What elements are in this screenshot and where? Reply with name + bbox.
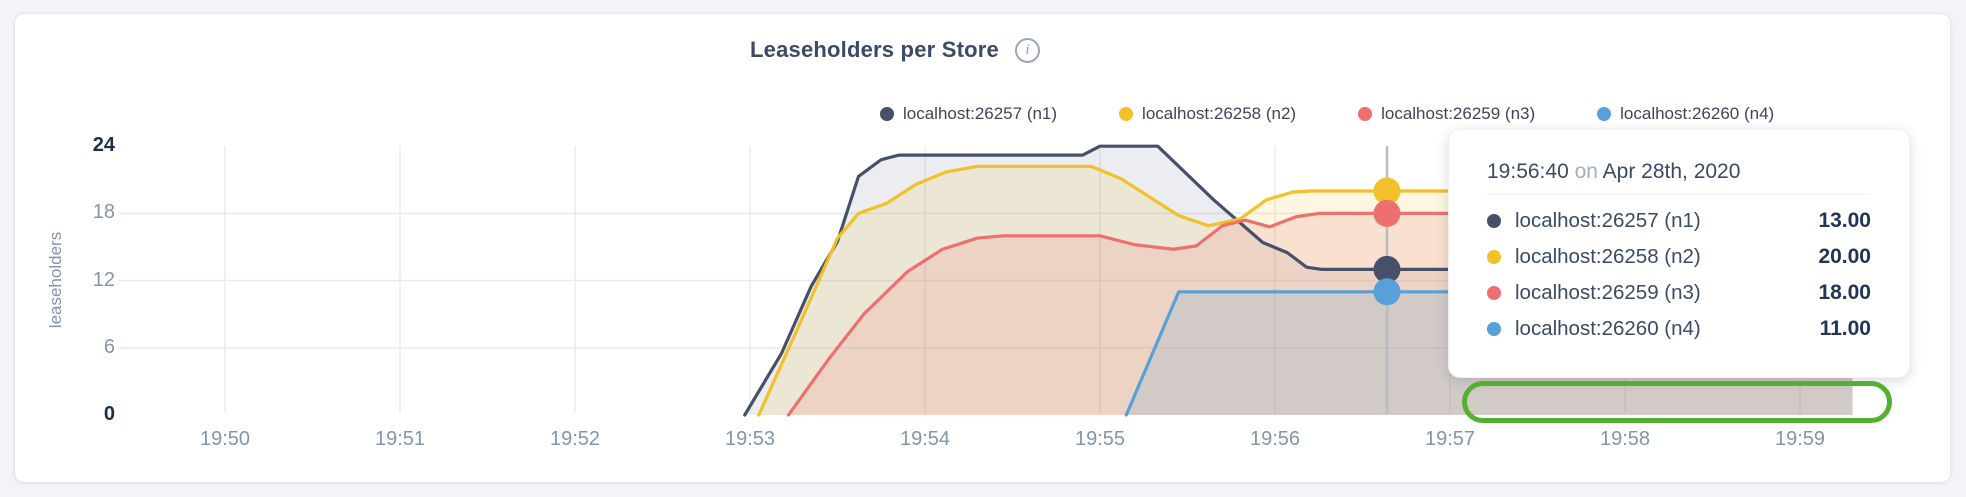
series-dot-icon	[1487, 286, 1501, 300]
tooltip-connector: on	[1574, 160, 1598, 183]
tooltip-header: 19:56:40 on Apr 28th, 2020	[1487, 160, 1871, 195]
x-tick-label: 19:57	[1424, 428, 1476, 450]
chart-title: Leaseholders per Store	[750, 37, 999, 62]
series-dot-icon	[1487, 322, 1501, 336]
legend: localhost:26257 (n1) localhost:26258 (n2…	[880, 104, 1774, 124]
y-tick-label: 18	[92, 201, 115, 224]
y-tick-label: 0	[103, 403, 115, 425]
hover-dot-n4	[1373, 278, 1401, 306]
x-tick-label: 19:58	[1599, 428, 1651, 450]
info-icon[interactable]: i	[1014, 37, 1040, 63]
hover-dot-n1	[1373, 255, 1401, 283]
x-tick-label: 19:53	[724, 428, 776, 450]
tooltip-series-value: 18.00	[1818, 281, 1871, 304]
tooltip-series-value: 20.00	[1818, 245, 1871, 268]
legend-item[interactable]: localhost:26259 (n3)	[1358, 104, 1535, 124]
tooltip-series-label: localhost:26260 (n4)	[1515, 317, 1701, 340]
y-tick-label: 6	[103, 335, 115, 358]
series-line-n2	[757, 164, 1855, 417]
legend-item[interactable]: localhost:26257 (n1)	[880, 104, 1057, 124]
legend-item-label: localhost:26257 (n1)	[903, 104, 1058, 123]
legend-item-label: localhost:26259 (n3)	[1381, 104, 1536, 123]
series-line-n1	[743, 144, 1855, 417]
tooltip-row: localhost:26257 (n1) 13.00	[1487, 203, 1871, 239]
legend-dot-icon	[1119, 107, 1134, 121]
tooltip-series-value: 11.00	[1819, 317, 1871, 340]
tooltip-series-label: localhost:26258 (n2)	[1515, 245, 1701, 268]
tooltip-date: Apr 28th, 2020	[1602, 160, 1741, 183]
series-dot-icon	[1487, 214, 1501, 228]
hover-dot-n2	[1373, 177, 1401, 205]
legend-dot-icon	[1358, 107, 1373, 121]
legend-item-label: localhost:26258 (n2)	[1142, 104, 1297, 123]
tooltip-series-value: 13.00	[1818, 209, 1871, 232]
hover-tooltip: 19:56:40 on Apr 28th, 2020 localhost:262…	[1448, 129, 1910, 423]
chart-header: Leaseholders per Store i	[750, 37, 1040, 63]
tooltip-series-label: localhost:26257 (n1)	[1515, 209, 1701, 232]
legend-item[interactable]: localhost:26260 (n4)	[1597, 104, 1774, 124]
x-tick-label: 19:56	[1249, 428, 1301, 450]
x-tick-label: 19:55	[1074, 428, 1126, 450]
x-tick-label: 19:51	[374, 428, 426, 450]
y-tick-label: 24	[92, 134, 115, 157]
tooltip-row: localhost:26259 (n3) 18.00	[1487, 275, 1871, 311]
tooltip-row: localhost:26260 (n4) 11.00	[1487, 311, 1871, 347]
tooltip-time: 19:56:40	[1487, 160, 1569, 183]
legend-dot-icon	[1597, 107, 1612, 121]
tooltip-series-label: localhost:26259 (n3)	[1515, 281, 1701, 304]
x-tick-label: 19:52	[549, 428, 601, 450]
tooltip-row: localhost:26258 (n2) 20.00	[1487, 239, 1871, 275]
x-tick-label: 19:54	[899, 428, 951, 450]
x-tick-label: 19:59	[1774, 428, 1826, 450]
legend-item-label: localhost:26260 (n4)	[1620, 104, 1775, 123]
x-tick-label: 19:50	[199, 428, 251, 450]
y-tick-label: 12	[92, 268, 115, 291]
hover-dot-n3	[1373, 199, 1401, 227]
tooltip-rows: localhost:26257 (n1) 13.00 localhost:262…	[1487, 203, 1871, 347]
legend-item[interactable]: localhost:26258 (n2)	[1119, 104, 1296, 124]
series-dot-icon	[1487, 250, 1501, 264]
series-line-n3	[786, 211, 1855, 417]
legend-dot-icon	[880, 107, 894, 121]
